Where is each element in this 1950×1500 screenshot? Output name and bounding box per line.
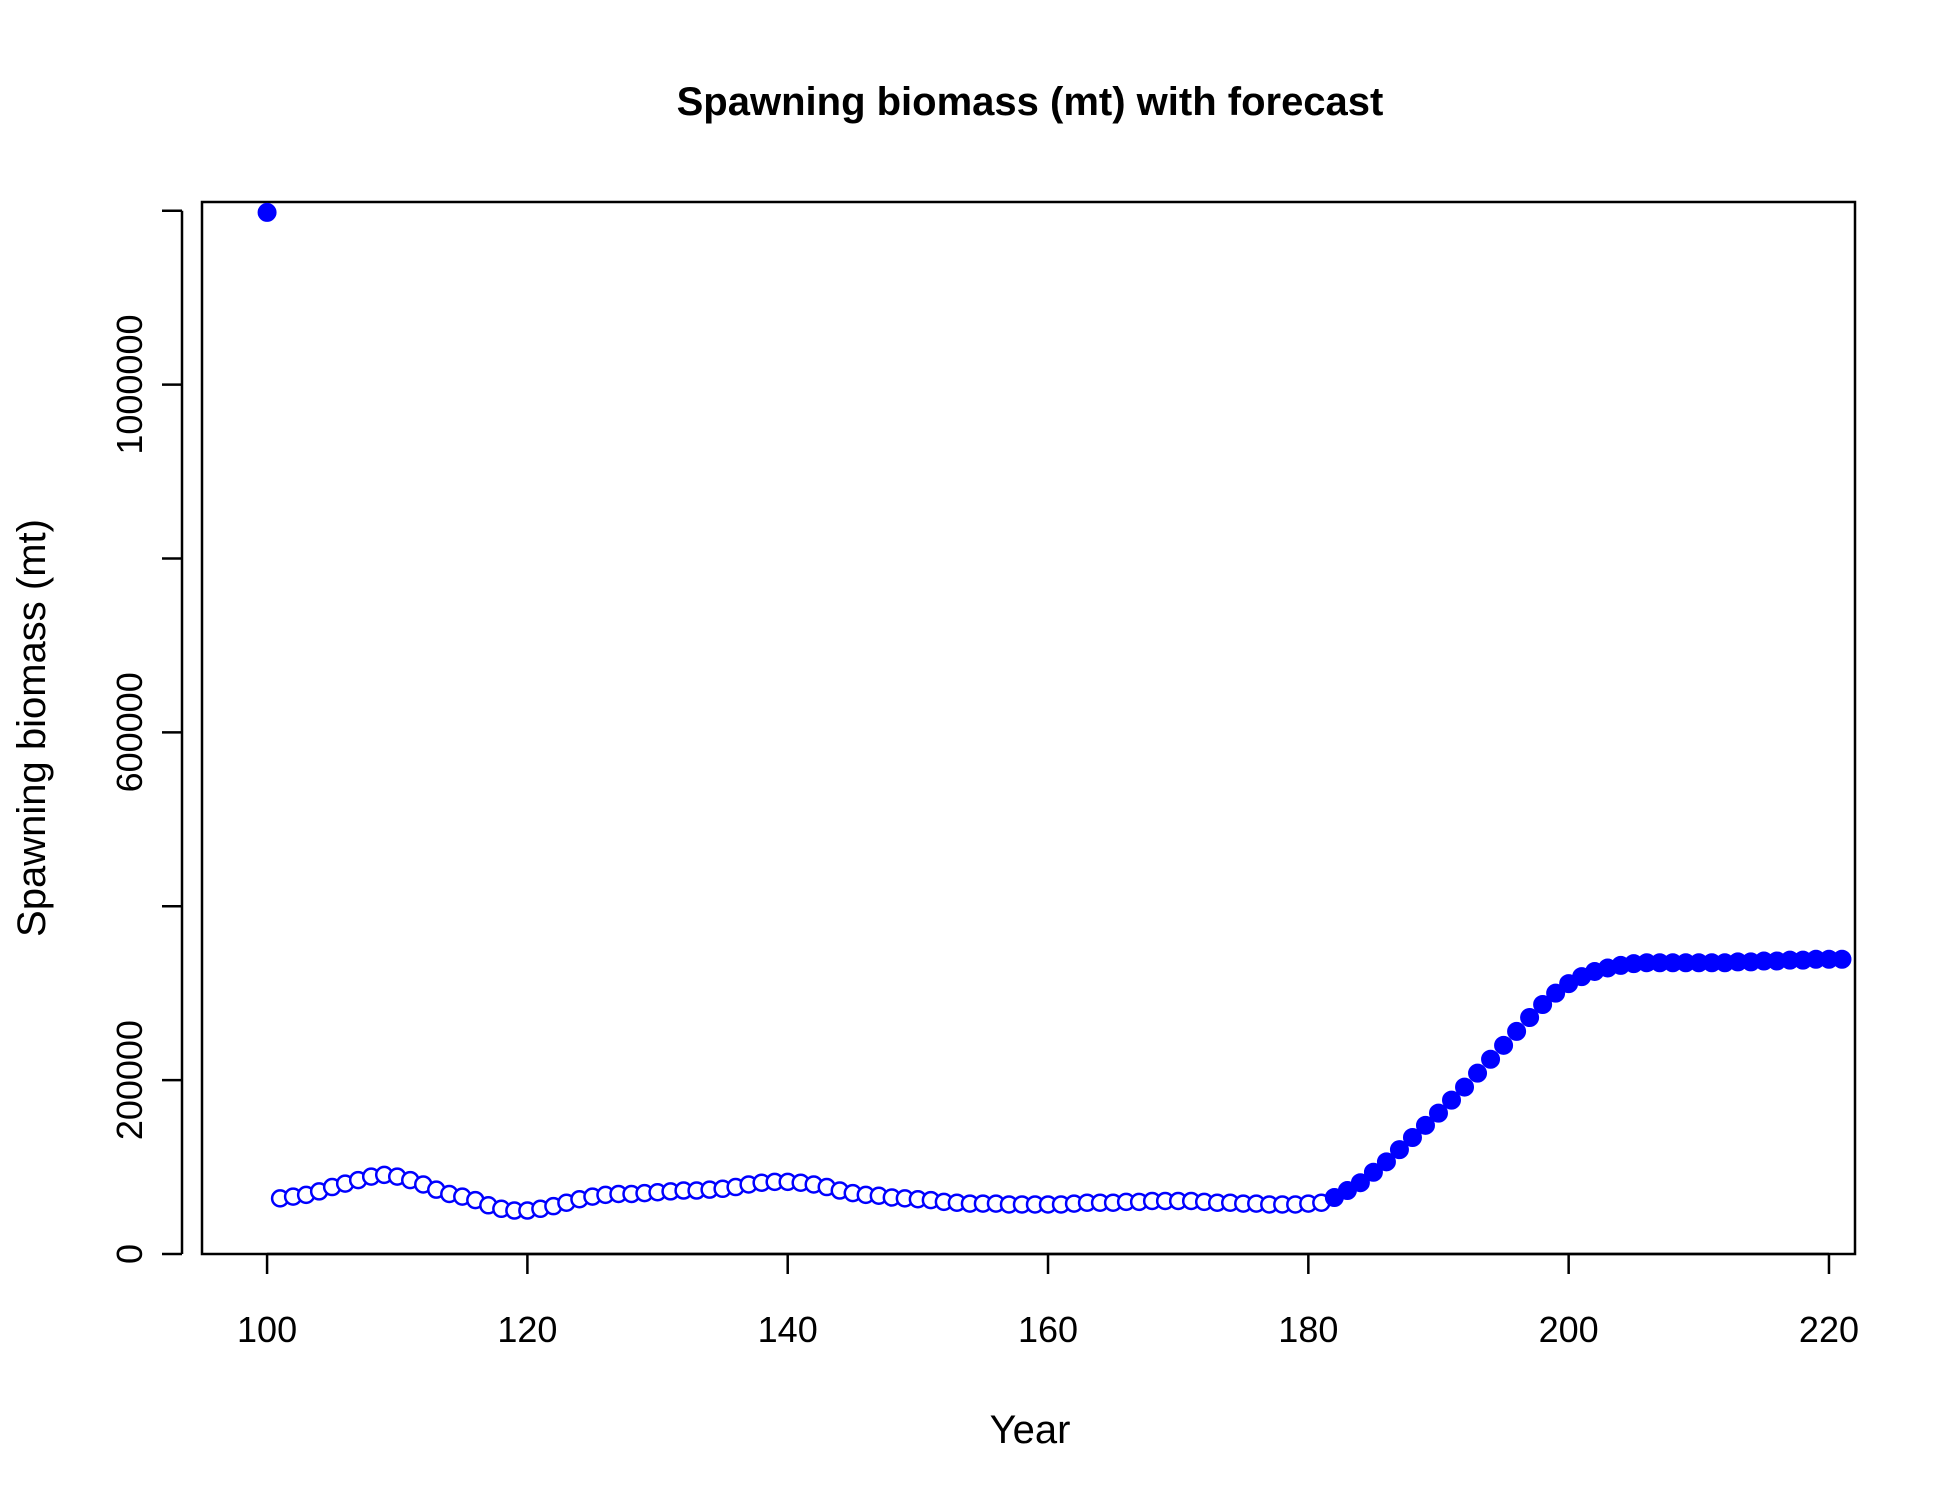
chart-title: Spawning biomass (mt) with forecast — [677, 80, 1384, 124]
x-tick-label: 140 — [758, 1309, 818, 1350]
filled-point — [1520, 1008, 1540, 1028]
filled-point — [1415, 1115, 1435, 1135]
filled-point — [1363, 1162, 1383, 1182]
filled-point — [1402, 1127, 1422, 1147]
data-points — [257, 202, 1852, 1220]
x-axis: 100 120 140 160 180 200 220 — [237, 1252, 1859, 1350]
x-tick-label: 100 — [237, 1309, 297, 1350]
y-tick-label: 600000 — [109, 672, 150, 792]
filled-point — [1494, 1035, 1514, 1055]
x-tick-label: 180 — [1278, 1309, 1338, 1350]
x-tick-label: 220 — [1799, 1309, 1859, 1350]
plot-frame — [200, 200, 1857, 1256]
y-tick-label: 200000 — [109, 1020, 150, 1140]
filled-point — [1481, 1049, 1501, 1069]
filled-point — [1533, 994, 1553, 1014]
filled-point — [1376, 1152, 1396, 1172]
filled-point — [257, 202, 277, 222]
filled-point — [1350, 1173, 1370, 1193]
x-axis-label: Year — [990, 1408, 1071, 1452]
filled-point — [1546, 983, 1566, 1003]
x-tick-label: 200 — [1539, 1309, 1599, 1350]
y-axis: 0 200000 600000 1000000 — [109, 209, 184, 1264]
filled-point — [1442, 1090, 1462, 1110]
filled-point — [1507, 1021, 1527, 1041]
filled-point — [1455, 1077, 1475, 1097]
x-tick-label: 120 — [497, 1309, 557, 1350]
filled-point — [1832, 949, 1852, 969]
y-tick-label: 0 — [109, 1244, 150, 1264]
filled-point — [1428, 1103, 1448, 1123]
x-tick-label: 160 — [1018, 1309, 1078, 1350]
y-axis-label: Spawning biomass (mt) — [10, 519, 54, 937]
filled-point — [1468, 1063, 1488, 1083]
y-tick-label: 1000000 — [109, 315, 150, 455]
filled-point — [1389, 1140, 1409, 1160]
